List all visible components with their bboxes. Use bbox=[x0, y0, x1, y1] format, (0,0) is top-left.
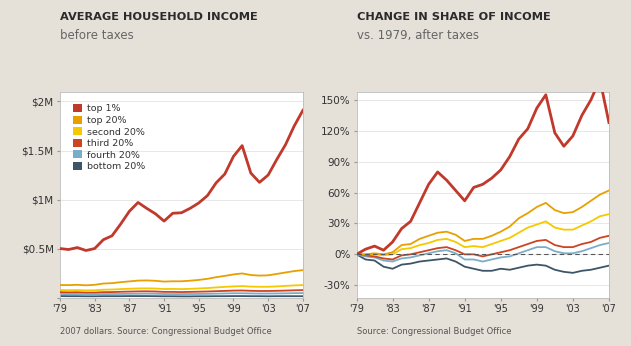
Text: Source: Congressional Budget Office: Source: Congressional Budget Office bbox=[357, 327, 511, 336]
Text: vs. 1979, after taxes: vs. 1979, after taxes bbox=[357, 29, 478, 43]
Text: CHANGE IN SHARE OF INCOME: CHANGE IN SHARE OF INCOME bbox=[357, 12, 550, 22]
Text: 2007 dollars. Source: Congressional Budget Office: 2007 dollars. Source: Congressional Budg… bbox=[60, 327, 272, 336]
Text: before taxes: before taxes bbox=[60, 29, 134, 43]
Legend: top 1%, top 20%, second 20%, third 20%, fourth 20%, bottom 20%: top 1%, top 20%, second 20%, third 20%, … bbox=[69, 101, 148, 175]
Text: AVERAGE HOUSEHOLD INCOME: AVERAGE HOUSEHOLD INCOME bbox=[60, 12, 257, 22]
